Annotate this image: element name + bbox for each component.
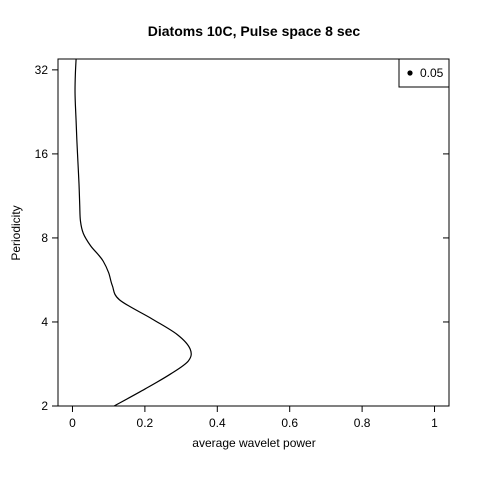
x-tick-label: 0.2 xyxy=(137,416,154,430)
y-tick-label: 16 xyxy=(35,147,49,161)
legend-box xyxy=(398,58,450,88)
y-tick-label: 4 xyxy=(41,315,48,329)
legend: 0.05 xyxy=(398,58,450,88)
plot-area xyxy=(57,58,450,407)
legend-marker-dot xyxy=(407,70,413,76)
legend-label: 0.05 xyxy=(420,66,444,80)
y-tick-label: 8 xyxy=(41,231,48,245)
plot-frame xyxy=(57,58,450,407)
x-tick-label: 1 xyxy=(431,416,438,430)
y-tick-label: 2 xyxy=(41,399,48,413)
x-tick-label: 0 xyxy=(69,416,76,430)
x-axis-label: average wavelet power xyxy=(192,436,315,450)
x-axis: 0 0.2 0.4 0.6 0.8 1 xyxy=(69,406,438,430)
y-axis-label: Periodicity xyxy=(9,205,23,260)
series-group xyxy=(74,58,192,407)
chart-title: Diatoms 10C, Pulse space 8 sec xyxy=(148,23,361,39)
y-axis: 2 4 8 16 32 xyxy=(35,63,449,413)
x-tick-label: 0.6 xyxy=(281,416,298,430)
x-tick-label: 0.8 xyxy=(354,416,371,430)
series-line xyxy=(74,58,192,407)
y-tick-label: 32 xyxy=(35,63,49,77)
x-tick-label: 0.4 xyxy=(209,416,226,430)
